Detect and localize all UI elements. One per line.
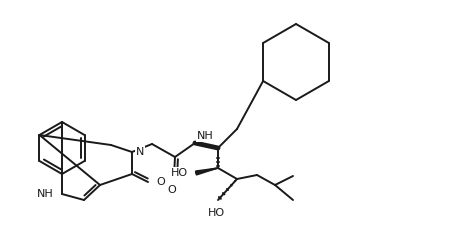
Text: HO: HO [207,208,224,218]
Text: N: N [136,147,145,157]
Text: NH: NH [197,131,214,141]
Text: NH: NH [37,189,54,199]
Text: O: O [168,185,176,195]
Text: HO: HO [171,168,188,178]
Polygon shape [196,168,218,175]
Text: O: O [156,177,165,187]
